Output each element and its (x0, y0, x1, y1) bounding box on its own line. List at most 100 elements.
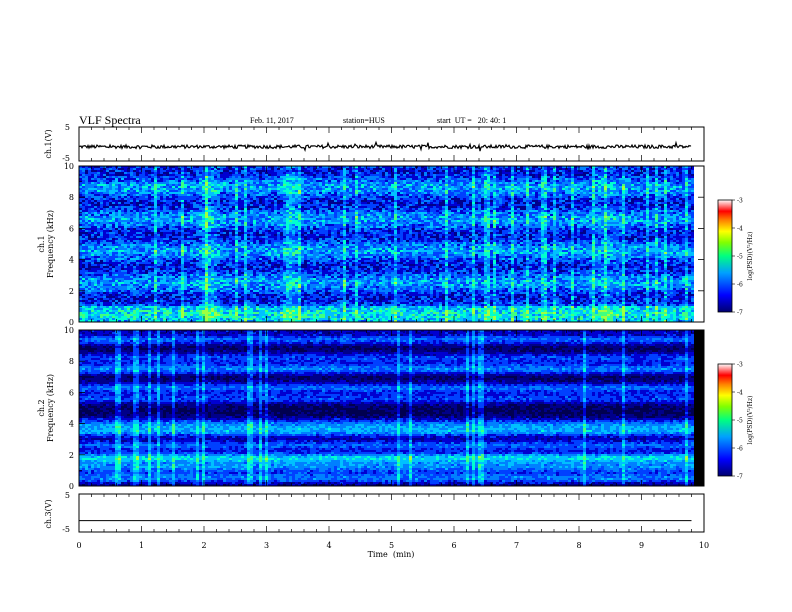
spec1-cell (157, 266, 160, 269)
spec1-cell (133, 254, 136, 259)
spec1-cell (121, 226, 124, 231)
spec1-cell (109, 212, 112, 215)
spec1-cell (265, 290, 268, 295)
spec1-cell (325, 168, 328, 173)
spec1-cell (121, 182, 124, 187)
spec1-cell (148, 208, 151, 211)
spec1-cell (130, 248, 133, 257)
spec1-cell (163, 238, 166, 241)
spec1-cell (166, 192, 169, 195)
spec1-cell (136, 308, 139, 311)
spec1-cell (91, 172, 94, 175)
spec1-cell (88, 224, 91, 227)
spec1-cell (85, 176, 88, 191)
spec1-cell (133, 260, 136, 263)
spec1-cell (115, 192, 118, 195)
spec1-cell (106, 230, 109, 233)
spec1-cell (211, 176, 214, 181)
spec1-cell (166, 254, 169, 257)
spec1-cell (82, 254, 85, 257)
spec1-cell (88, 196, 91, 201)
spec1-cell (124, 218, 127, 221)
spec1-cell (187, 302, 190, 307)
spec1-cell (118, 228, 121, 231)
spec1-cell (115, 296, 118, 299)
spec1-cell (157, 218, 160, 223)
spec1-cell (103, 266, 106, 269)
spec1-cell (88, 300, 91, 303)
spec1-cell (184, 174, 187, 177)
spec1-cell (91, 252, 94, 255)
spec1-cell (313, 284, 316, 289)
spec1-cell (310, 234, 313, 239)
spec1-cell (100, 228, 103, 231)
spec1-cell (178, 216, 181, 219)
spec1-cell (184, 202, 187, 205)
spec1-cell (85, 254, 88, 257)
spec1-cell (157, 230, 160, 233)
spec1-cell (91, 300, 94, 303)
spec1-cell (133, 286, 136, 289)
spec1-cell (109, 298, 112, 301)
spec1-cell (79, 194, 82, 199)
spec1-cell (157, 318, 160, 321)
ch1-waveform-ylabel: ch.1(V) (44, 129, 53, 158)
spec1-cell (100, 222, 103, 227)
spec1-cell (91, 216, 94, 219)
spec1-cell (184, 290, 187, 297)
spec1-cell (244, 212, 247, 217)
spec1-cell (100, 218, 103, 221)
spec1-cell (127, 242, 130, 245)
spec1-cell (307, 250, 310, 255)
spec1-cell (118, 282, 121, 285)
spec1-cell (148, 278, 151, 281)
spec1-cell (136, 272, 139, 275)
spec1-cell (100, 178, 103, 181)
spec1-cell (286, 270, 289, 275)
spec1-cell (193, 272, 196, 279)
spec1-cell (193, 240, 196, 245)
spec1-cell (175, 240, 178, 243)
spec1-cell (91, 190, 94, 193)
spec1-cell (136, 264, 139, 267)
spec1-cell (121, 234, 124, 237)
spec1-cell (94, 302, 97, 307)
spec1-cell (118, 250, 121, 253)
spec1-cell (130, 222, 133, 225)
spec1-cell (178, 222, 181, 227)
spec1-cell (166, 180, 169, 185)
spec1-cell (247, 282, 250, 289)
spec1-cell (169, 236, 172, 239)
spec1-cell (232, 230, 235, 237)
spec1-cell (127, 204, 130, 207)
spec1-cell (88, 246, 91, 249)
spec1-cell (256, 198, 259, 205)
spec1-cell (166, 250, 169, 253)
spec1-cell (160, 310, 163, 313)
spec1-cell (166, 300, 169, 303)
spec1-cell (118, 298, 121, 303)
spec1-cell (145, 232, 148, 237)
spec1-cell (82, 264, 85, 269)
spec1-cell (208, 236, 211, 241)
spec1-cell (94, 166, 97, 169)
spec1-cell (181, 284, 184, 291)
spec1-cell (121, 206, 124, 211)
spec1-cell (118, 266, 121, 279)
spec1-cell (241, 268, 244, 273)
spec1-cell (130, 282, 133, 285)
spec1-cell (244, 294, 247, 301)
spec1-cell (202, 252, 205, 259)
spec1-cell (202, 292, 205, 297)
spec1-cell (163, 192, 166, 195)
spec1-cell (109, 190, 112, 195)
spec1-cell (202, 244, 205, 249)
spec1-cell (112, 276, 115, 283)
spec1-cell (178, 306, 181, 311)
spec1-cell (133, 198, 136, 207)
spec1-cell (85, 234, 88, 237)
spec1-cell (181, 200, 184, 203)
spec1-cell (136, 182, 139, 185)
spec1-cell (79, 212, 82, 215)
spec1-cell (238, 248, 241, 253)
